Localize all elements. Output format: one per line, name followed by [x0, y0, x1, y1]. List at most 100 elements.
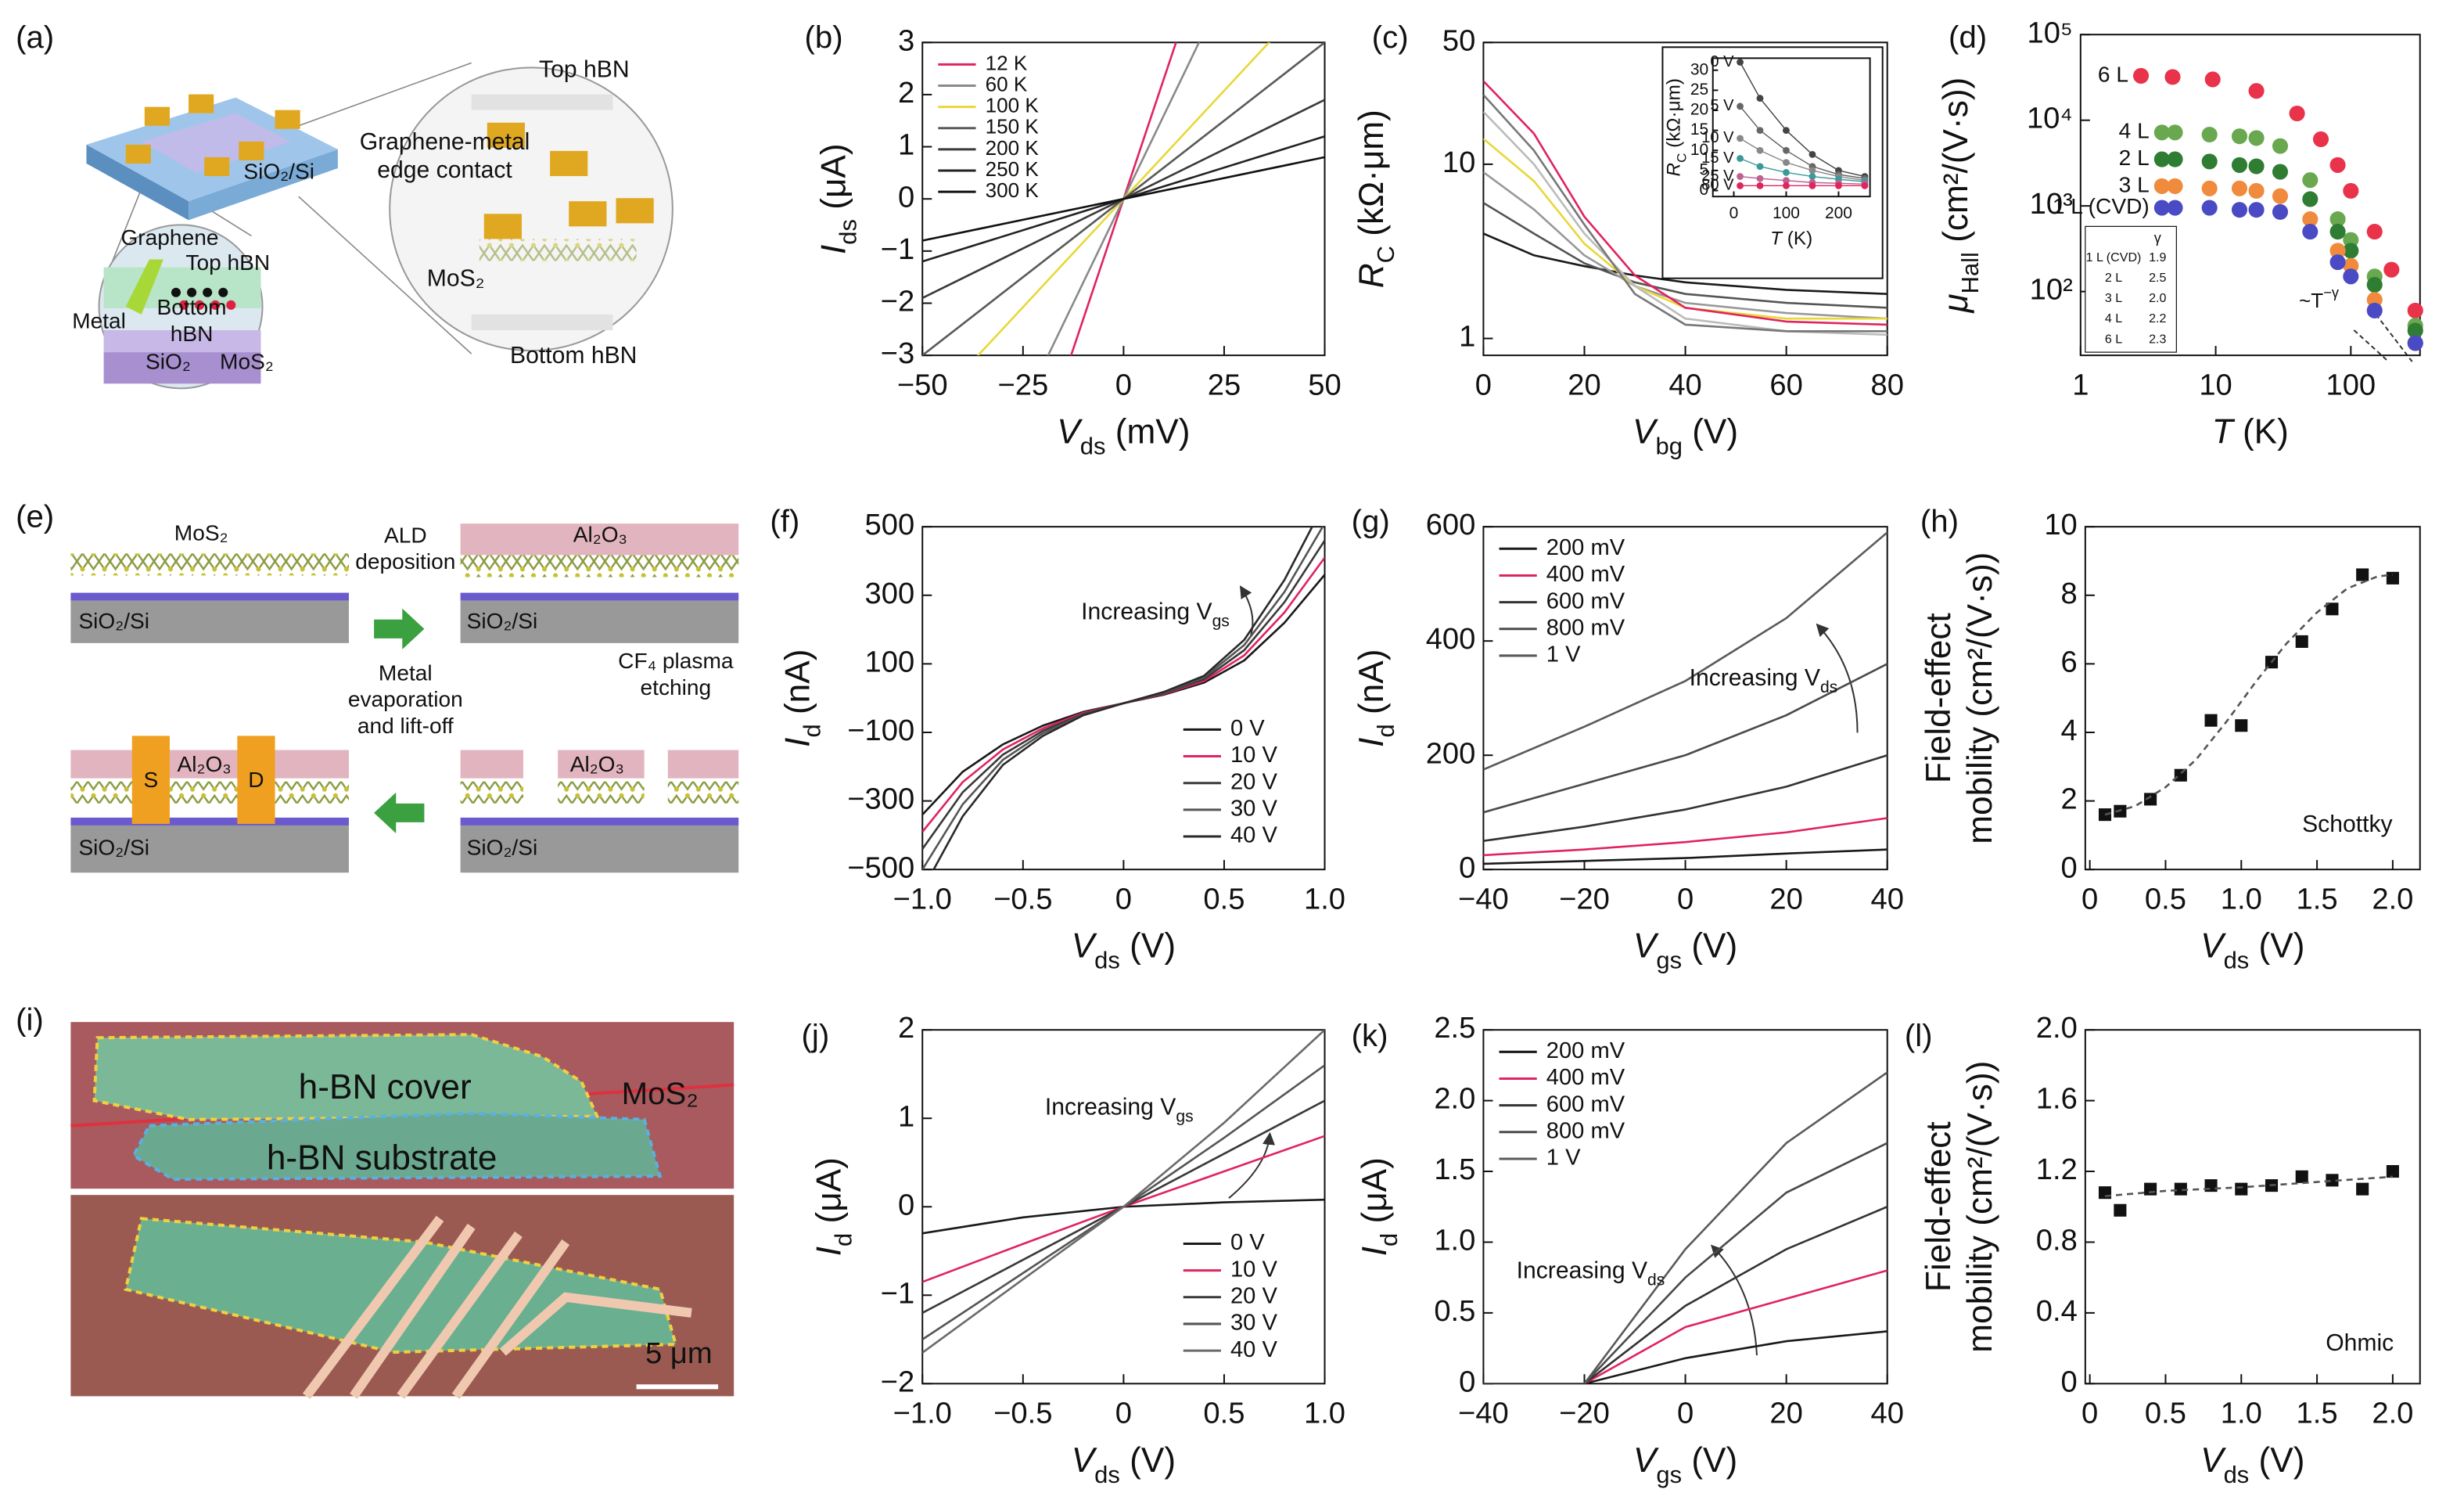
data-point: [2167, 200, 2183, 216]
text-part: ds: [1647, 1272, 1665, 1290]
text-part: (μA): [810, 1157, 848, 1233]
chip-label: SiO₂/Si: [243, 159, 314, 183]
x-tick-label: 100: [2326, 368, 2376, 401]
data-point: [2153, 151, 2170, 167]
y-tick-label: 3: [898, 23, 914, 57]
x-tick-label: 0: [1115, 882, 1132, 915]
panel-label: (h): [1920, 504, 1959, 539]
data-point: [1835, 182, 1842, 189]
data-point: [1756, 146, 1764, 154]
series-line: [1483, 1142, 1888, 1384]
image-label: h-BN substrate: [267, 1139, 497, 1178]
y-tick-label: −3: [881, 336, 915, 370]
table-cell: 2.5: [2149, 271, 2166, 285]
text-part: Hall: [1956, 252, 1984, 293]
y-tick-label: 1: [898, 1099, 914, 1133]
text-line: Metal: [379, 661, 433, 685]
legend-label: 1 V: [1546, 642, 1581, 667]
series-line: [1740, 157, 1866, 182]
y-tick-label: 6: [2061, 645, 2078, 678]
x-tick-label: 100: [1773, 204, 1800, 222]
legend-label: 10 V: [1230, 1257, 1277, 1282]
legend-label: 600 mV: [1546, 1092, 1625, 1117]
text-line: CF₄ plasma: [618, 649, 734, 674]
substrate-label: SiO₂/Si: [467, 836, 538, 860]
chart-panel: 1 10 100 10² 10³ 10⁴ 10⁵ T (K) μHall (cm²/(V·s))…: [1937, 16, 2423, 451]
data-point: [2098, 808, 2112, 822]
legend-label: 200 K: [986, 136, 1040, 160]
data-point: [1783, 169, 1790, 176]
y-axis-label: Field-effect mobility (cm²/(V·s)): [1920, 1061, 1999, 1353]
legend-label: 30 V: [1230, 797, 1277, 822]
annotation: Increasing Vds: [1690, 665, 1838, 696]
data-point: [1808, 167, 1816, 174]
text-line: Field-effect: [1920, 613, 1958, 783]
text-part: (nA): [778, 649, 817, 725]
data-point: [2098, 1186, 2112, 1200]
data-point: [1783, 146, 1790, 154]
text-line: etching: [641, 675, 712, 700]
text-part: V: [1057, 412, 1083, 451]
data-point: [1756, 127, 1764, 135]
text-line: Field-effect: [1920, 1121, 1958, 1292]
data-point: [2174, 768, 2187, 782]
data-point: [2343, 182, 2359, 199]
data-point: [2302, 211, 2319, 228]
image-label: h-BN cover: [299, 1068, 472, 1106]
legend-label: 800 mV: [1546, 615, 1625, 640]
y-tick-label: −1: [881, 1276, 915, 1310]
legend-label: 200 mV: [1546, 1038, 1625, 1063]
data-point: [1783, 177, 1790, 185]
data-point: [1737, 135, 1744, 142]
x-tick-label: 25: [1208, 368, 1241, 401]
x-axis-label: Vds (V): [2200, 1441, 2304, 1487]
y-tick-label: 30: [1690, 60, 1708, 78]
text-part: (K): [1782, 228, 1812, 250]
legend-label: 10 V: [1230, 743, 1277, 768]
series-line: [922, 156, 1325, 242]
y-tick-label: 2.5: [1434, 1011, 1475, 1045]
text-part: V: [2200, 1441, 2226, 1479]
data-point: [2153, 200, 2170, 216]
x-tick-label: 80: [1870, 368, 1903, 401]
data-point: [1756, 163, 1764, 171]
x-tick-label: 1.0: [2221, 882, 2262, 915]
text-line: mobility (cm²/(V·s)): [1961, 1061, 1999, 1353]
y-tick-label: 10: [1690, 141, 1708, 159]
substrate-label: SiO₂/Si: [78, 609, 149, 633]
y-tick-label: 10²: [2030, 273, 2073, 307]
data-point: [2366, 224, 2383, 240]
text-part: (mV): [1105, 412, 1190, 451]
text-part: ds: [834, 219, 861, 245]
data-point: [1737, 155, 1744, 162]
y-tick-label: 0: [2061, 851, 2078, 884]
panel-label: (e): [16, 499, 54, 534]
text-part: ds: [1094, 1460, 1120, 1487]
text-part: μ: [1937, 293, 1975, 313]
y-tick-label: 0: [2061, 1365, 2078, 1398]
data-point: [2272, 138, 2289, 154]
series-label: 5 V: [1710, 97, 1734, 114]
y-tick-label: 0: [898, 1188, 914, 1221]
legend-label: 30 V: [1230, 1311, 1277, 1336]
text-line: mobility (cm²/(V·s)): [1961, 552, 1999, 844]
material-label: Al₂O₃: [570, 752, 624, 776]
table-cell: 2.2: [2149, 311, 2166, 326]
x-tick-label: 0: [2081, 1397, 2098, 1430]
x-tick-label: 2.0: [2372, 882, 2413, 915]
text-part: ds: [2224, 1460, 2250, 1487]
text-line: evaporation: [348, 688, 463, 712]
x-tick-label: 0: [1115, 368, 1132, 401]
x-tick-label: 40: [1668, 368, 1701, 401]
legend-label: 0 V: [1230, 1230, 1265, 1255]
text-line: Bottom: [157, 295, 227, 319]
y-tick-label: 200: [1426, 736, 1476, 770]
y-tick-label: 0: [1700, 181, 1709, 199]
legend-label: 200 mV: [1546, 535, 1625, 560]
data-point: [2386, 1164, 2399, 1178]
y-axis-label: Id (μA): [1355, 1157, 1402, 1256]
text-line: and lift-off: [357, 714, 454, 738]
y-tick-label: 0.4: [2036, 1294, 2078, 1328]
x-axis-label: Vbg (V): [1632, 412, 1738, 459]
